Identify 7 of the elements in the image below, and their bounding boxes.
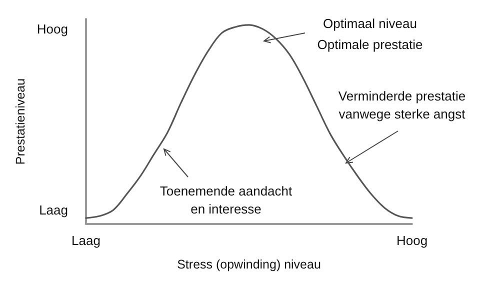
text: Laag: [39, 202, 68, 218]
annotation: Verminderde prestatie vanwege sterke angst: [338, 88, 466, 122]
annotation: Toenemende aandacht en interesse: [160, 184, 293, 216]
annotation: Optimaal niveau Optimale prestatie: [317, 16, 423, 52]
x-axis-title: Stress (opwinding) niveau: [177, 258, 321, 272]
text: Hoog: [36, 22, 68, 36]
y-axis-title: Prestatieniveau: [14, 78, 28, 165]
